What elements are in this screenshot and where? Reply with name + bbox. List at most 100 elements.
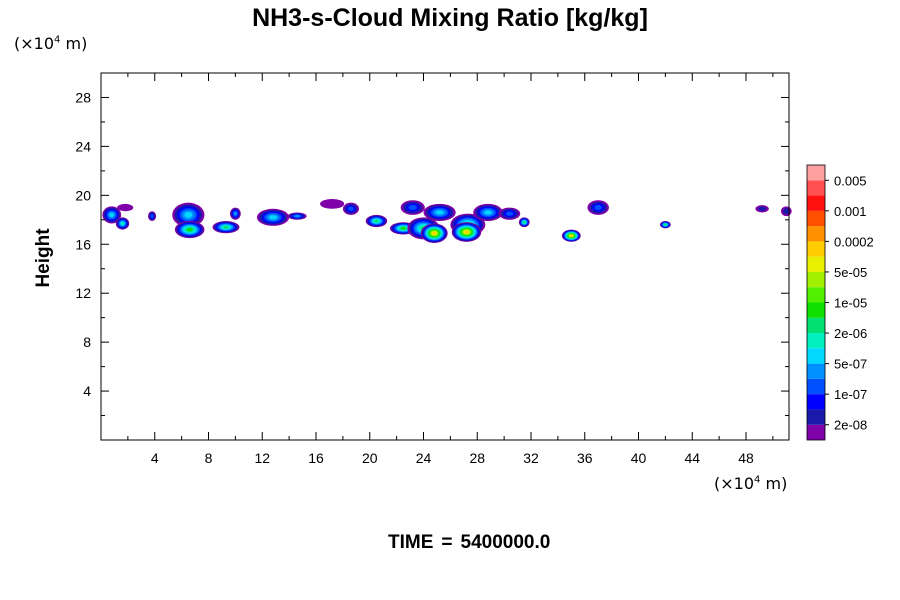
cloud-blob: [115, 217, 130, 230]
cloud-blob: [148, 211, 157, 222]
colorbar-swatch: [807, 302, 825, 318]
x-tick-label: 24: [416, 450, 432, 466]
cloud-contour: [269, 215, 277, 220]
colorbar-label: 0.001: [834, 204, 867, 219]
colorbar-label: 1e-05: [834, 296, 867, 311]
cloud-blob: [287, 212, 307, 220]
cloud-blob: [102, 206, 122, 224]
x-axis-unit: (×104 m): [714, 474, 788, 493]
colorbar-swatch: [807, 241, 825, 257]
plot-frame: [100, 72, 790, 441]
cloud-contour: [233, 211, 237, 216]
colorbar-swatch: [807, 210, 825, 227]
y-axis-unit: (×104 m): [14, 34, 88, 53]
cloud-contour: [401, 227, 406, 230]
y-tick-label: 20: [75, 187, 91, 203]
cloud-contour: [408, 205, 417, 211]
cloud-contour: [348, 206, 354, 211]
colorbar-swatch: [807, 363, 825, 379]
colorbar-swatch: [807, 287, 825, 303]
colorbar-swatch: [807, 195, 825, 211]
cloud-blob: [755, 205, 769, 213]
cloud-blob: [172, 202, 205, 228]
y-tick-label: 24: [75, 138, 91, 154]
x-tick-label: 28: [469, 450, 485, 466]
cloud-contour: [594, 205, 602, 211]
colorbar-label: 5e-05: [834, 265, 867, 280]
cloud-contour: [117, 203, 134, 212]
cloud-blob: [561, 229, 581, 242]
colorbar-label: 1e-07: [834, 387, 867, 402]
colorbar-swatch: [807, 424, 825, 440]
time-readout: TIME = 5400000.0: [384, 532, 554, 554]
cloud-blob: [400, 200, 425, 215]
x-tick-label: 20: [362, 450, 378, 466]
colorbar-swatch: [807, 409, 825, 425]
cloud-blob: [342, 202, 359, 215]
cloud-blob: [451, 222, 482, 242]
cloud-blob: [420, 223, 448, 244]
cloud-blob: [780, 206, 792, 217]
x-tick-label: 44: [684, 450, 700, 466]
x-tick-label: 40: [631, 450, 647, 466]
x-tick-label: 36: [577, 450, 593, 466]
cloud-blob: [498, 207, 521, 220]
time-separator: =: [441, 532, 453, 553]
y-tick-label: 12: [75, 285, 91, 301]
colorbar-swatch: [807, 256, 825, 272]
y-tick-label: 4: [83, 383, 91, 399]
colorbar: 2e-08 1e-07 5e-07 2e-06 1e-05 5e-05 0.0002 0.00…: [806, 164, 874, 441]
x-tick-label: 12: [254, 450, 270, 466]
colorbar-swatch: [807, 378, 825, 395]
colorbar-swatch: [807, 180, 825, 196]
cloud-blob: [473, 203, 503, 222]
x-tick-label: 32: [523, 450, 539, 466]
cloud-blob: [320, 199, 345, 209]
colorbar-swatch: [807, 271, 825, 288]
colorbar-label: 0.0002: [834, 234, 874, 249]
colorbar-swatch: [807, 317, 825, 334]
cloud-contour: [187, 228, 193, 232]
cloud-blob: [256, 208, 290, 226]
cloud-contour: [757, 206, 767, 212]
cloud-contour: [109, 212, 115, 217]
y-tick-label: 16: [75, 236, 91, 252]
y-tick-label: 8: [83, 334, 91, 350]
cloud-contour: [320, 199, 345, 209]
cloud-blob: [365, 214, 388, 228]
cloud-blob: [587, 200, 609, 215]
cloud-contour: [184, 211, 193, 218]
colorbar-label: 2e-08: [834, 418, 867, 433]
cloud-contour: [664, 223, 667, 226]
cloud-blob: [174, 221, 205, 239]
cloud-contour: [505, 211, 514, 216]
cloud-blob: [230, 207, 241, 220]
cloud-blob: [518, 217, 530, 228]
cloud-contour: [121, 222, 124, 225]
cloud-contour: [570, 234, 573, 237]
cloud-field: [102, 199, 792, 244]
cloud-contour: [432, 232, 436, 235]
colorbar-label: 0.005: [834, 173, 867, 188]
cloud-contour: [783, 208, 790, 215]
time-value: 5400000.0: [460, 532, 551, 553]
x-tick-label: 16: [308, 450, 324, 466]
x-tick-label: 8: [205, 450, 213, 466]
cloud-contour: [435, 210, 444, 215]
cloud-blob: [212, 221, 240, 234]
cloud-blob: [117, 203, 134, 212]
colorbar-label: 2e-06: [834, 326, 867, 341]
colorbar-swatch: [807, 165, 825, 181]
y-tick-label: 28: [75, 89, 91, 105]
cloud-contour: [150, 214, 154, 218]
x-tick-label: 48: [738, 450, 754, 466]
colorbar-swatch: [807, 333, 825, 349]
cloud-contour: [464, 230, 469, 234]
cloud-contour: [374, 219, 379, 223]
cloud-contour: [484, 210, 492, 215]
colorbar-swatch: [807, 348, 825, 364]
x-tick-label: 4: [151, 450, 159, 466]
cloud-blob: [660, 221, 671, 229]
